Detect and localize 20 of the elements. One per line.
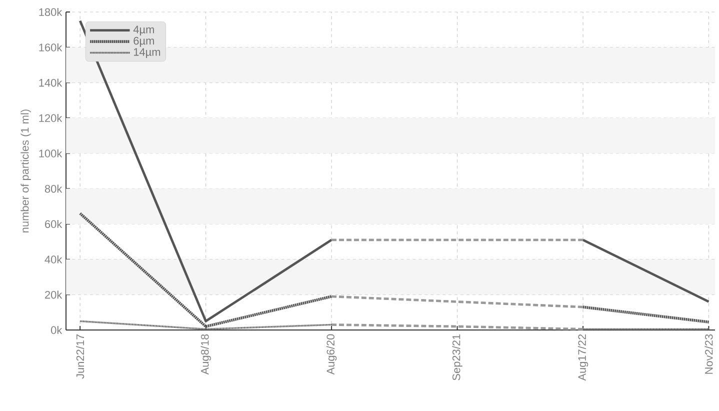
- y-tick-label: 80k: [44, 184, 62, 193]
- legend-label: 6µm: [134, 36, 154, 47]
- x-tick-label: Jun22/17: [76, 334, 84, 379]
- y-tick-label: 60k: [45, 220, 62, 228]
- y-tick-label: 160k: [39, 43, 62, 52]
- x-tick-label: Sep23/21: [452, 334, 462, 380]
- x-tick-label: Aug17/22: [578, 334, 588, 381]
- y-tick-label: 140k: [39, 78, 62, 87]
- y-tick-label: 20k: [45, 290, 62, 299]
- legend-label: 14µm: [134, 48, 160, 58]
- y-axis-title: number of particles (1 ml): [20, 110, 31, 232]
- y-tick-label: 120k: [39, 114, 62, 122]
- legend-label: 4µm: [133, 26, 154, 36]
- y-tick-label: 0k: [51, 326, 62, 334]
- y-tick-label: 180k: [39, 8, 62, 16]
- y-tick-label: 100k: [39, 149, 62, 158]
- x-tick-label: Aug8/18: [200, 334, 211, 375]
- y-tick-label: 40k: [44, 255, 62, 264]
- x-tick-label: Aug6/20: [326, 334, 337, 375]
- x-tick-label: Nov2/23: [704, 334, 713, 374]
